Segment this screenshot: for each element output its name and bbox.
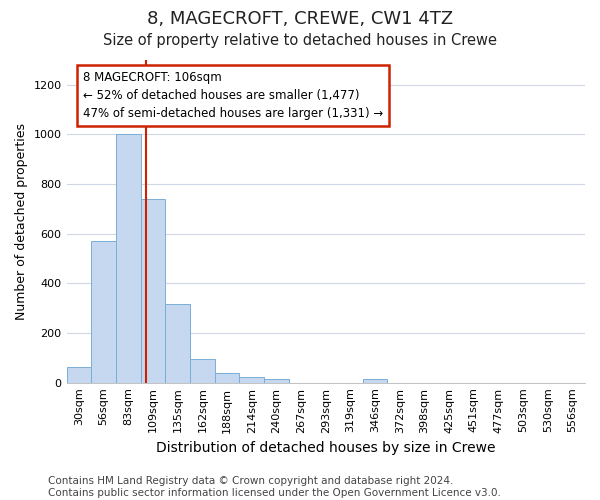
Bar bbox=[215, 373, 239, 382]
Bar bbox=[116, 134, 140, 382]
Bar bbox=[363, 379, 388, 382]
Bar bbox=[239, 377, 264, 382]
Bar bbox=[264, 379, 289, 382]
Y-axis label: Number of detached properties: Number of detached properties bbox=[15, 123, 28, 320]
Text: 8 MAGECROFT: 106sqm
← 52% of detached houses are smaller (1,477)
47% of semi-det: 8 MAGECROFT: 106sqm ← 52% of detached ho… bbox=[83, 71, 383, 120]
Bar bbox=[190, 359, 215, 382]
Bar bbox=[67, 367, 91, 382]
Bar bbox=[165, 304, 190, 382]
Bar bbox=[91, 241, 116, 382]
Text: 8, MAGECROFT, CREWE, CW1 4TZ: 8, MAGECROFT, CREWE, CW1 4TZ bbox=[147, 10, 453, 28]
Text: Contains HM Land Registry data © Crown copyright and database right 2024.
Contai: Contains HM Land Registry data © Crown c… bbox=[48, 476, 501, 498]
X-axis label: Distribution of detached houses by size in Crewe: Distribution of detached houses by size … bbox=[156, 441, 496, 455]
Text: Size of property relative to detached houses in Crewe: Size of property relative to detached ho… bbox=[103, 32, 497, 48]
Bar bbox=[140, 199, 165, 382]
